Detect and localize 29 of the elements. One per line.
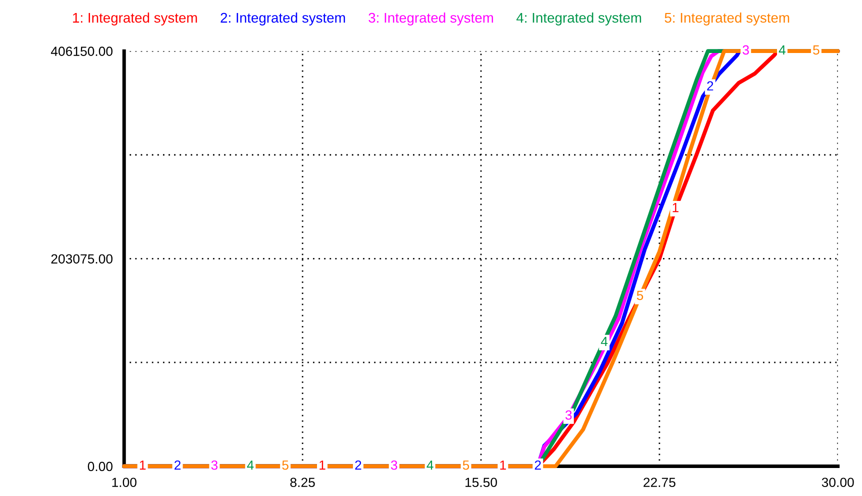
y-tick-label: 406150.00	[50, 46, 113, 56]
annotation: 3	[390, 460, 398, 470]
x-tick-label: 1.00	[112, 478, 136, 488]
x-tick-label: 8.25	[290, 478, 315, 488]
x-tick-label: 15.50	[465, 478, 497, 488]
text: 1: Integrated system	[73, 12, 197, 26]
annotation: 1	[320, 460, 326, 470]
annotation: 4	[600, 336, 608, 346]
y-tick-label: 0.00	[88, 462, 113, 472]
annotation: 5	[282, 460, 288, 470]
text: 3: Integrated system	[368, 12, 494, 26]
annotation: 5	[462, 460, 470, 470]
x-tick-label: 22.75	[644, 478, 676, 488]
annotation: 5	[813, 45, 820, 55]
x-tick-label: 30.00	[822, 478, 854, 488]
annotation: 2	[355, 460, 362, 470]
annotation: 4	[247, 460, 254, 470]
y-tick-label: 203075.00	[51, 254, 113, 264]
annotation: 4	[426, 460, 434, 470]
text: 2: Integrated system	[220, 12, 345, 26]
annotation: 3	[742, 45, 749, 55]
series-label: 5: Integrated system	[664, 12, 790, 26]
annotation: 1	[140, 460, 146, 470]
annotation: 2	[707, 81, 714, 90]
text: 4: Integrated system	[516, 12, 642, 26]
annotation: 4	[778, 45, 786, 54]
annotation: 2	[174, 460, 181, 470]
annotation: 1	[500, 460, 506, 470]
annotation: 3	[211, 460, 218, 470]
